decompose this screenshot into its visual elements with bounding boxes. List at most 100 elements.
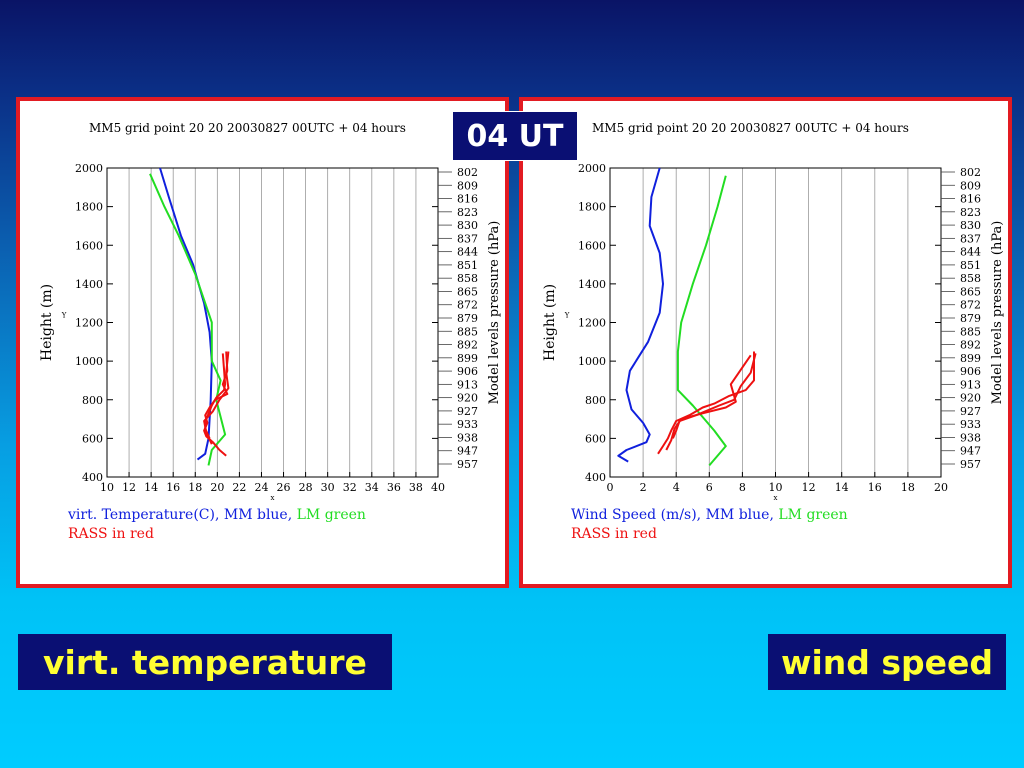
y-tick-label: 600 <box>82 432 103 445</box>
pressure-axis-label: Model levels pressure (hPa) <box>990 221 1005 405</box>
x-tick-label: 2 <box>640 481 647 494</box>
y-tick-label: 1600 <box>578 239 606 252</box>
y-tick-label: 1800 <box>578 201 606 214</box>
pressure-level-label: 920 <box>457 392 478 405</box>
x-tick-label: 24 <box>254 481 268 494</box>
pressure-level-label: 865 <box>457 285 478 298</box>
x-tick-label: 40 <box>431 481 445 494</box>
pressure-level-label: 802 <box>457 166 478 179</box>
small-x-axis-marker: x <box>271 494 275 502</box>
y-tick-label: 400 <box>585 471 606 484</box>
time-badge: 04 UT <box>452 111 578 161</box>
y-tick-label: 600 <box>585 432 606 445</box>
profile-line-1 <box>676 175 727 467</box>
pressure-level-label: 899 <box>457 352 478 365</box>
pressure-level-label: 938 <box>960 431 981 444</box>
plot-frame <box>609 167 942 478</box>
pressure-level-label: 830 <box>960 219 981 232</box>
legend-line-2: RASS in red <box>571 526 657 542</box>
chart-title: MM5 grid point 20 20 20030827 00UTC + 04… <box>592 121 909 135</box>
y-tick-label: 1000 <box>75 355 103 368</box>
legend-line-2: RASS in red <box>68 526 154 542</box>
x-tick-label: 26 <box>277 481 291 494</box>
pressure-level-label: 906 <box>457 365 478 378</box>
pressure-level-label: 913 <box>457 378 478 391</box>
x-tick-label: 18 <box>901 481 915 494</box>
small-y-axis-marker: Y <box>564 312 570 320</box>
pressure-level-label: 892 <box>457 339 478 352</box>
pressure-level-label: 809 <box>457 179 478 192</box>
x-tick-label: 16 <box>868 481 882 494</box>
pressure-level-label: 885 <box>457 325 478 338</box>
pressure-level-label: 865 <box>960 285 981 298</box>
small-x-axis-marker: x <box>774 494 778 502</box>
y-tick-label: 1800 <box>75 201 103 214</box>
pressure-level-label: 872 <box>960 299 981 312</box>
pressure-level-label: 899 <box>960 352 981 365</box>
profile-line-2 <box>203 351 229 457</box>
x-tick-label: 36 <box>387 481 401 494</box>
pressure-level-label: 837 <box>960 232 981 245</box>
chart-title: MM5 grid point 20 20 20030827 00UTC + 04… <box>89 121 406 135</box>
x-tick-label: 10 <box>769 481 783 494</box>
pressure-level-label: 957 <box>457 458 478 471</box>
pressure-level-label: 892 <box>960 339 981 352</box>
x-tick-label: 18 <box>188 481 202 494</box>
caption-virt-temperature: virt. temperature <box>18 634 392 690</box>
y-tick-label: 1200 <box>75 317 103 330</box>
x-tick-label: 14 <box>144 481 158 494</box>
y-axis-label: Height (m) <box>39 284 55 361</box>
wind-speed-profile-chart: MM5 grid point 20 20 20030827 00UTC + 04… <box>542 121 1005 542</box>
x-tick-label: 4 <box>673 481 680 494</box>
y-tick-label: 1400 <box>578 278 606 291</box>
pressure-level-label: 844 <box>960 246 981 259</box>
legend-line-1: Wind Speed (m/s), MM blue, LM green <box>571 507 848 523</box>
pressure-level-label: 816 <box>457 193 478 206</box>
x-tick-label: 12 <box>802 481 816 494</box>
y-tick-label: 800 <box>585 394 606 407</box>
x-tick-label: 8 <box>739 481 746 494</box>
pressure-level-label: 809 <box>960 179 981 192</box>
small-y-axis-marker: Y <box>61 312 67 320</box>
pressure-level-label: 872 <box>457 299 478 312</box>
y-tick-label: 1000 <box>578 355 606 368</box>
x-tick-label: 14 <box>835 481 849 494</box>
pressure-level-label: 933 <box>457 418 478 431</box>
temperature-profile-chart: MM5 grid point 20 20 20030827 00UTC + 04… <box>39 121 502 542</box>
x-tick-label: 10 <box>100 481 114 494</box>
pressure-level-label: 858 <box>960 272 981 285</box>
pressure-level-label: 957 <box>960 458 981 471</box>
legend-entry: Wind Speed (m/s), MM blue, <box>571 507 778 523</box>
y-tick-label: 1200 <box>578 317 606 330</box>
pressure-level-label: 885 <box>960 325 981 338</box>
x-tick-label: 28 <box>299 481 313 494</box>
profile-line-0 <box>617 167 664 463</box>
x-tick-label: 6 <box>706 481 713 494</box>
pressure-level-label: 933 <box>960 418 981 431</box>
legend-entry: LM green <box>297 507 366 523</box>
pressure-level-label: 851 <box>960 259 981 272</box>
x-tick-label: 12 <box>122 481 136 494</box>
profile-line-2 <box>657 351 755 455</box>
plot-frame <box>106 167 439 478</box>
legend-line-1: virt. Temperature(C), MM blue, LM green <box>67 507 366 523</box>
pressure-level-label: 938 <box>457 431 478 444</box>
pressure-level-label: 858 <box>457 272 478 285</box>
pressure-level-label: 920 <box>960 392 981 405</box>
pressure-level-label: 830 <box>457 219 478 232</box>
pressure-level-label: 802 <box>960 166 981 179</box>
wind-speed-chart-panel: MM5 grid point 20 20 20030827 00UTC + 04… <box>519 97 1012 588</box>
caption-wind-speed: wind speed <box>768 634 1006 690</box>
profile-line-4 <box>671 353 757 439</box>
profile-line-1 <box>149 173 227 466</box>
x-tick-label: 16 <box>166 481 180 494</box>
x-tick-label: 20 <box>210 481 224 494</box>
pressure-level-label: 913 <box>960 378 981 391</box>
x-tick-label: 34 <box>365 481 379 494</box>
y-tick-label: 1400 <box>75 278 103 291</box>
y-tick-label: 2000 <box>578 162 606 175</box>
pressure-level-label: 879 <box>457 312 478 325</box>
pressure-level-label: 823 <box>960 206 981 219</box>
pressure-level-label: 837 <box>457 232 478 245</box>
y-tick-label: 1600 <box>75 239 103 252</box>
